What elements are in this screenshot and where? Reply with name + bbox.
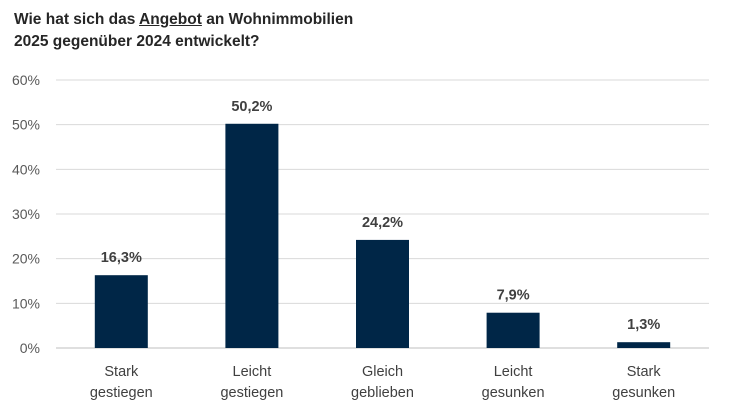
data-label: 16,3% bbox=[101, 250, 142, 266]
x-tick-label: Stark bbox=[627, 364, 662, 380]
data-label: 7,9% bbox=[497, 288, 530, 304]
x-tick-label: gesunken bbox=[482, 385, 545, 401]
bar bbox=[486, 312, 540, 348]
title-text-post: an Wohnimmobilien bbox=[201, 11, 354, 28]
x-tick-label: gestiegen bbox=[220, 385, 283, 401]
data-label: 24,2% bbox=[362, 215, 403, 231]
bar bbox=[617, 342, 671, 348]
bar bbox=[94, 275, 148, 348]
data-label: 50,2% bbox=[231, 99, 272, 115]
bar bbox=[356, 239, 409, 348]
y-tick-label: 40% bbox=[12, 161, 40, 177]
title-text-pre: Wie hat sich das bbox=[14, 11, 140, 28]
x-tick-label: Leicht bbox=[233, 364, 272, 380]
y-tick-label: 50% bbox=[12, 117, 40, 133]
chart-title: Wie hat sich das Angebot an Wohnimmobili… bbox=[14, 9, 353, 53]
title-line-2: 2025 gegenüber 2024 entwickelt? bbox=[14, 33, 260, 50]
y-tick-label: 10% bbox=[12, 295, 40, 311]
x-tick-label: Leicht bbox=[494, 364, 533, 380]
x-tick-label: gestiegen bbox=[90, 385, 153, 401]
y-tick-label: 60% bbox=[12, 72, 40, 88]
y-tick-label: 30% bbox=[12, 206, 40, 222]
bar bbox=[225, 123, 279, 348]
x-tick-label: Gleich bbox=[362, 364, 403, 380]
title-underlined-word: Angebot bbox=[139, 11, 202, 28]
y-tick-label: 20% bbox=[12, 251, 40, 267]
data-label: 1,3% bbox=[627, 317, 660, 333]
x-tick-label: geblieben bbox=[351, 385, 414, 401]
title-line-1: Wie hat sich das Angebot an Wohnimmobili… bbox=[14, 9, 353, 31]
x-tick-label: gesunken bbox=[612, 385, 675, 401]
y-tick-label: 0% bbox=[20, 340, 40, 356]
x-tick-label: Stark bbox=[104, 364, 139, 380]
